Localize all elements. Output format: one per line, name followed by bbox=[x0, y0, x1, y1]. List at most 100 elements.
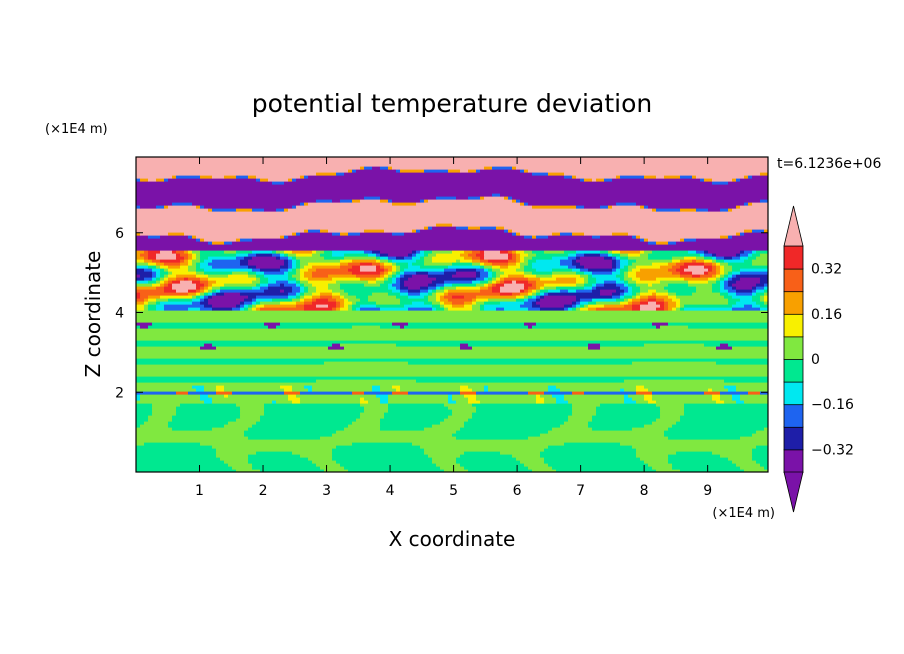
contour-cell bbox=[656, 208, 681, 212]
contour-cell bbox=[248, 175, 257, 179]
contour-cell bbox=[760, 280, 768, 284]
contour-cell bbox=[700, 178, 705, 182]
contour-cell bbox=[248, 295, 257, 299]
contour-cell bbox=[260, 178, 269, 182]
contour-cell bbox=[300, 202, 305, 206]
contour-cell bbox=[300, 298, 305, 302]
contour-cell bbox=[612, 205, 641, 209]
contour-cell bbox=[632, 289, 641, 293]
contour-cell bbox=[540, 304, 565, 308]
contour-cell bbox=[136, 376, 768, 380]
contour-cell bbox=[744, 469, 768, 472]
contour-cell bbox=[308, 268, 317, 272]
contour-cell bbox=[636, 271, 673, 275]
contour-cell bbox=[620, 286, 629, 290]
contour-cell bbox=[224, 385, 281, 389]
contour-cell bbox=[196, 265, 201, 269]
contour-cell bbox=[624, 274, 629, 278]
contour-cell bbox=[388, 397, 449, 401]
contour-cell bbox=[432, 424, 465, 428]
contour-cell bbox=[308, 289, 317, 293]
contour-cell bbox=[196, 235, 281, 239]
contour-cell bbox=[284, 271, 289, 275]
contour-cell bbox=[424, 259, 433, 263]
contour-cell bbox=[740, 277, 761, 281]
contour-cell bbox=[328, 274, 357, 278]
contour-cell bbox=[408, 295, 425, 299]
contour-cell bbox=[484, 304, 521, 308]
contour-cell bbox=[168, 280, 173, 284]
contour-cell bbox=[436, 223, 453, 227]
contour-cell bbox=[168, 283, 173, 287]
contour-cell bbox=[196, 205, 201, 209]
contour-cell bbox=[168, 424, 225, 428]
contour-cell bbox=[756, 289, 765, 293]
contour-cell bbox=[384, 265, 393, 269]
contour-cell bbox=[396, 286, 401, 290]
contour-cell bbox=[740, 466, 765, 470]
contour-cell bbox=[196, 268, 205, 272]
contour-cell bbox=[436, 277, 477, 281]
contour-cell bbox=[384, 277, 389, 281]
contour-cell bbox=[756, 430, 768, 434]
contour-cell bbox=[176, 406, 241, 410]
contour-cell bbox=[332, 253, 345, 257]
contour-cell bbox=[376, 304, 405, 308]
contour-cell bbox=[392, 277, 397, 281]
contour-cell bbox=[440, 304, 445, 308]
contour-cell bbox=[640, 457, 669, 461]
contour-cell bbox=[428, 199, 513, 203]
contour-cell bbox=[188, 307, 201, 311]
contour-cell bbox=[676, 295, 725, 299]
contour-cell bbox=[304, 301, 313, 305]
contour-cell bbox=[428, 253, 437, 257]
contour-cell bbox=[372, 292, 389, 296]
contour-cell bbox=[620, 250, 641, 254]
contour-cell bbox=[136, 391, 177, 395]
contour-cell bbox=[656, 418, 681, 422]
contour-cell bbox=[540, 451, 637, 455]
contour-cell bbox=[432, 304, 441, 308]
contour-cell bbox=[548, 172, 565, 176]
contour-cell bbox=[532, 205, 577, 209]
contour-cell bbox=[524, 202, 529, 206]
contour-cell bbox=[540, 292, 545, 296]
contour-cell bbox=[292, 451, 333, 455]
contour-cell bbox=[404, 256, 413, 260]
contour-cell bbox=[404, 325, 529, 329]
contour-cell bbox=[676, 451, 713, 455]
contour-cell bbox=[384, 271, 389, 275]
contour-cell bbox=[292, 265, 297, 269]
contour-cell bbox=[192, 256, 197, 260]
contour-cell bbox=[696, 250, 705, 254]
contour-cell bbox=[752, 448, 768, 452]
contour-cell bbox=[448, 289, 481, 293]
contour-cell bbox=[632, 301, 641, 305]
contour-cell bbox=[432, 460, 457, 464]
contour-cell bbox=[136, 448, 217, 452]
contour-cell bbox=[572, 232, 585, 236]
contour-cell bbox=[656, 298, 665, 302]
contour-cell bbox=[348, 232, 361, 236]
contour-cell bbox=[480, 169, 521, 173]
contour-cell bbox=[172, 427, 213, 431]
contour-cell bbox=[212, 292, 217, 296]
contour-cell bbox=[148, 298, 157, 302]
contour-cell bbox=[620, 442, 768, 446]
contour-cell bbox=[688, 325, 768, 329]
contour-cell bbox=[364, 229, 385, 233]
contour-cell bbox=[204, 292, 209, 296]
contour-cell bbox=[188, 277, 201, 281]
contour-cell bbox=[212, 259, 241, 263]
contour-cell bbox=[524, 298, 529, 302]
contour-cell bbox=[504, 226, 768, 230]
contour-cell bbox=[400, 388, 461, 392]
contour-cell bbox=[468, 385, 485, 389]
contour-cell bbox=[252, 268, 261, 272]
contour-cell bbox=[216, 280, 253, 284]
contour-cell bbox=[728, 388, 737, 392]
contour-cell bbox=[328, 346, 345, 350]
contour-cell bbox=[144, 256, 149, 260]
contour-cell bbox=[396, 280, 401, 284]
contour-cell bbox=[628, 232, 737, 236]
